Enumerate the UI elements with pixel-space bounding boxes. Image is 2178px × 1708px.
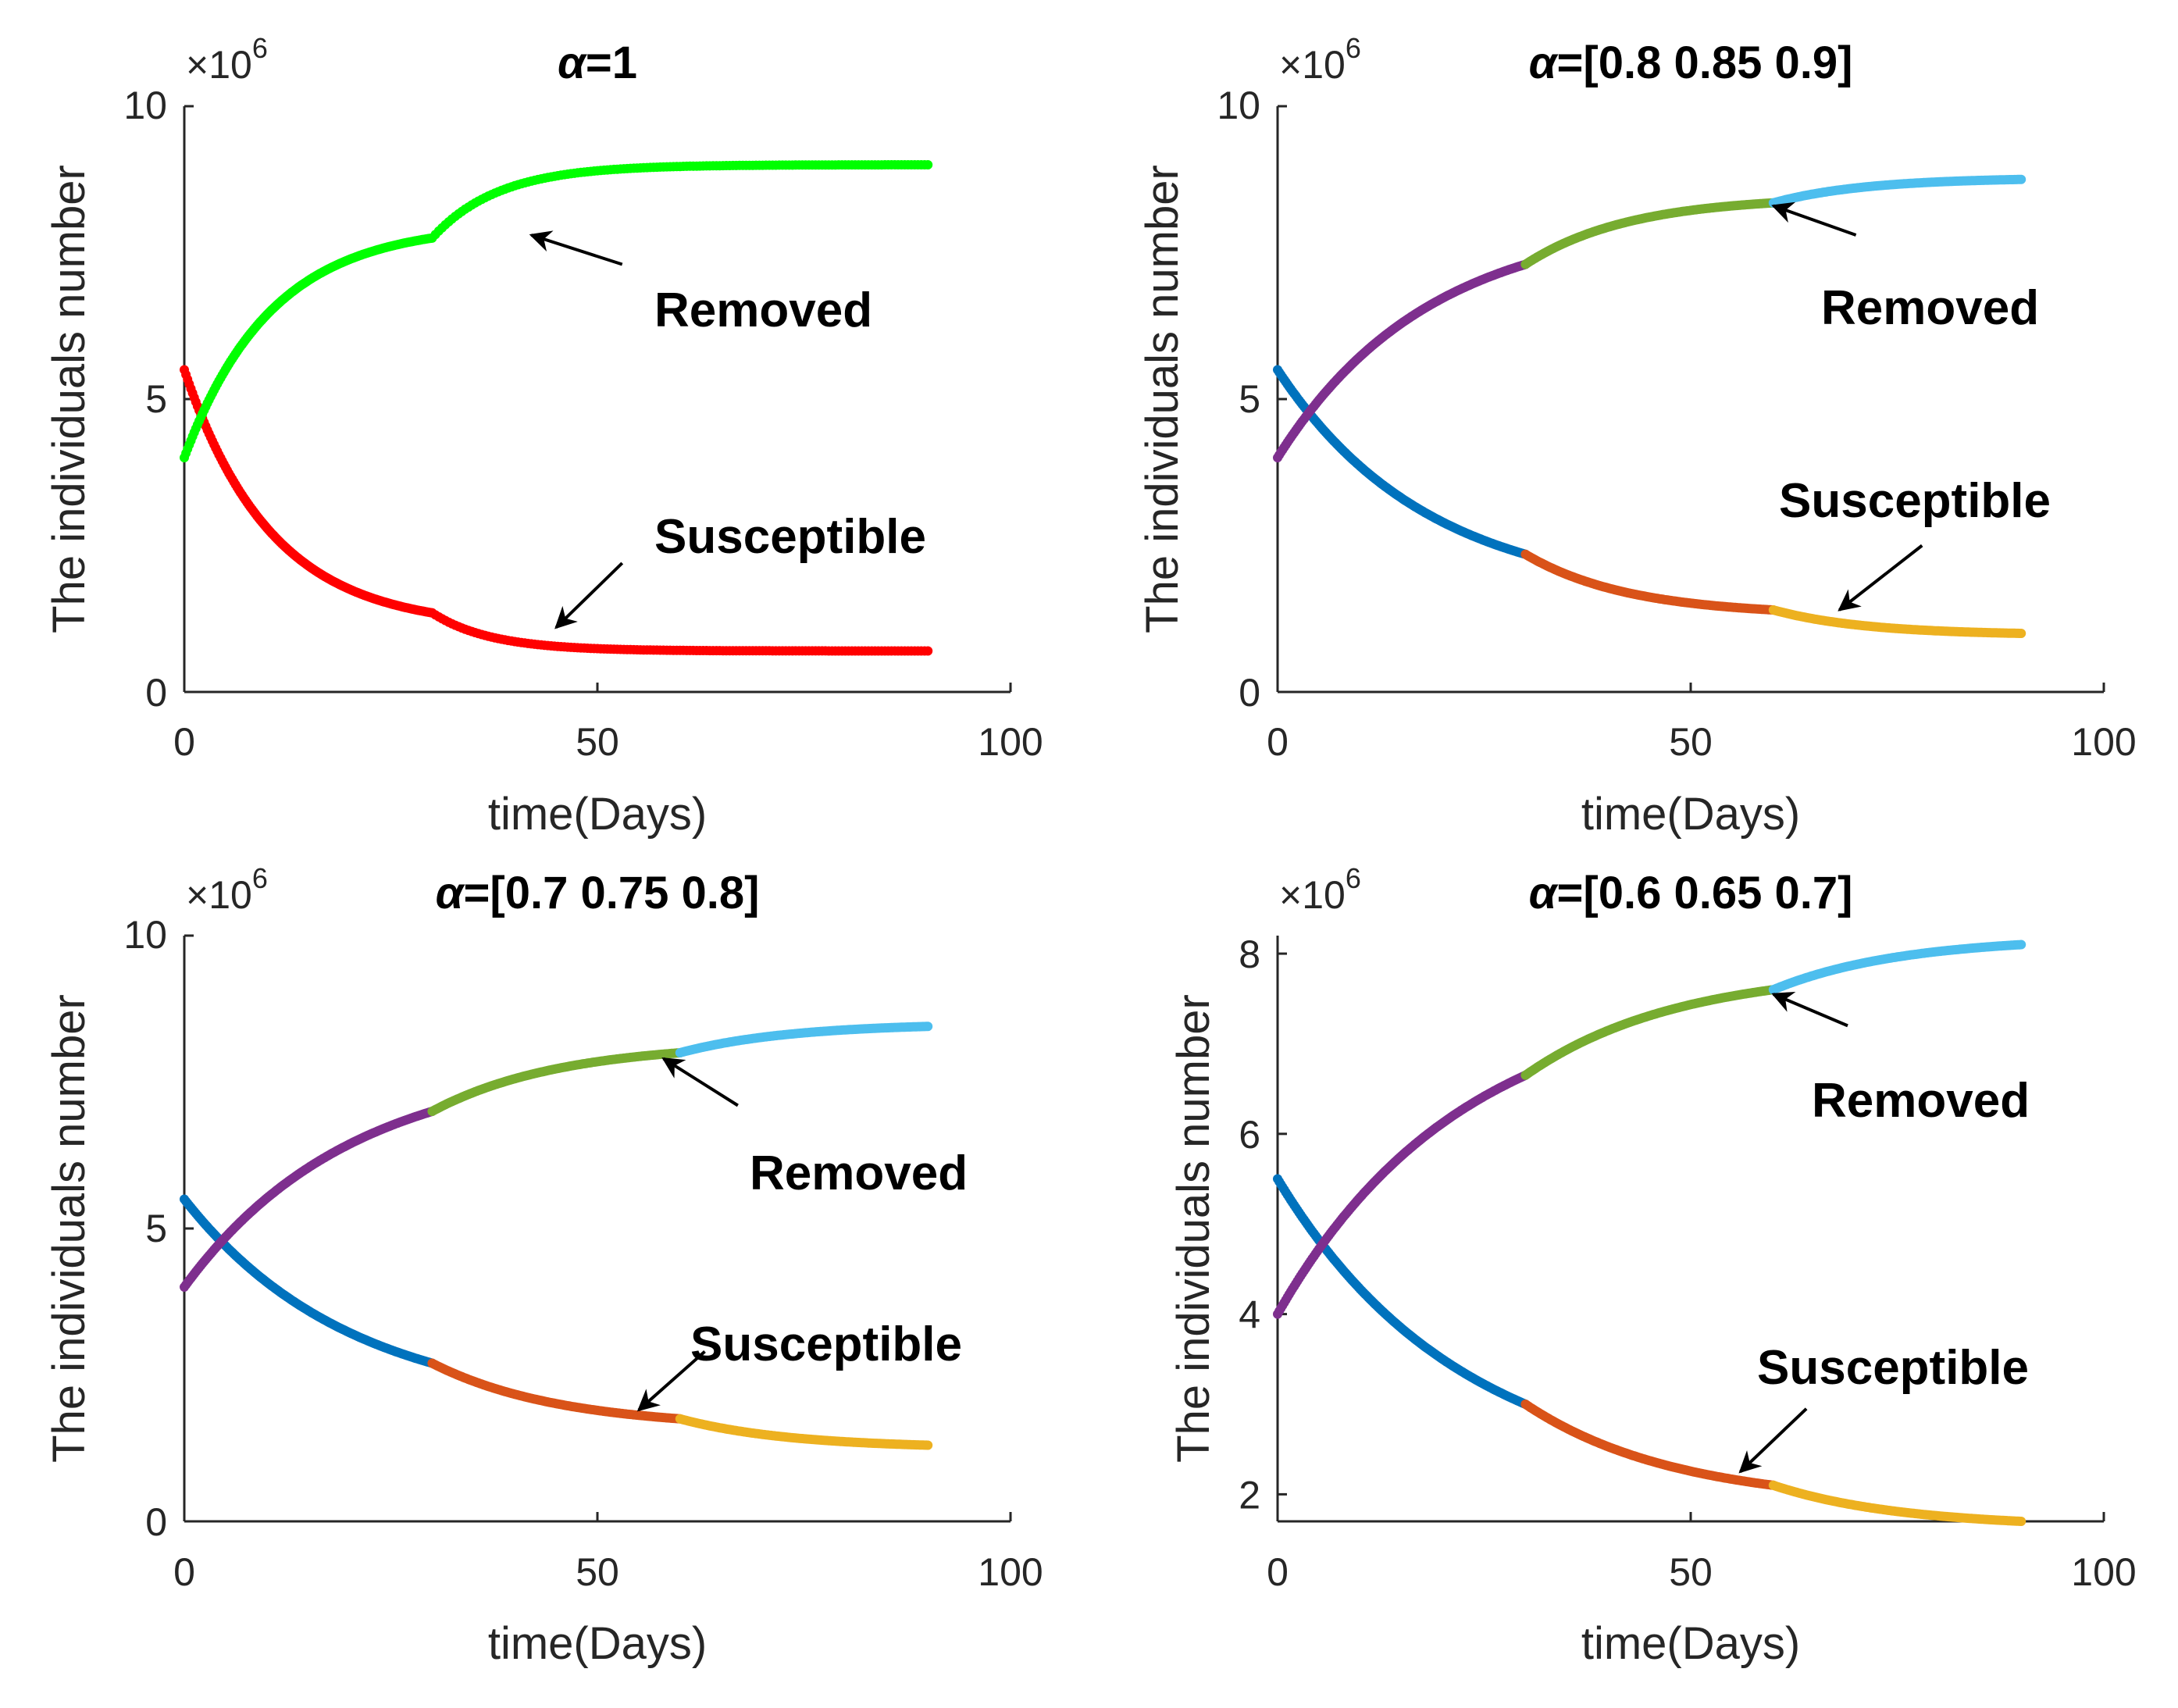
panel-2: α=[0.8 0.85 0.9] ×106 time(Days) The ind… bbox=[1137, 32, 2137, 840]
annotation-arrow-removed bbox=[1771, 991, 1848, 1028]
ytick-label-1-0: 0 bbox=[145, 671, 167, 715]
series-removed bbox=[1273, 174, 2027, 462]
xtick-label-4-0: 0 bbox=[1267, 1550, 1289, 1594]
ytick-label-3-0: 0 bbox=[145, 1500, 167, 1544]
panel-title-2: α=[0.8 0.85 0.9] bbox=[1529, 37, 1853, 88]
exponent-label-3: ×106 bbox=[186, 862, 268, 917]
series-removed bbox=[1273, 940, 2027, 1319]
exponent-base-2: ×10 bbox=[1279, 43, 1346, 87]
title-rest-1: =1 bbox=[586, 37, 637, 88]
annotation-removed-4: Removed bbox=[1812, 1074, 2030, 1128]
ylabel-4: The individuals number bbox=[1168, 994, 1219, 1463]
exponent-label-4: ×106 bbox=[1279, 862, 1361, 917]
ylabel-1: The individuals number bbox=[44, 165, 94, 633]
xtick-label-1-0: 0 bbox=[173, 720, 195, 764]
annotation-arrow-susceptible bbox=[554, 562, 624, 629]
exponent-base-1: ×10 bbox=[186, 43, 252, 87]
plot-area-2 bbox=[1273, 105, 2105, 694]
annotation-susceptible-2: Susceptible bbox=[1779, 474, 2051, 528]
ytick-label-1-2: 10 bbox=[123, 84, 167, 127]
xlabel-4: time(Days) bbox=[1581, 1618, 1800, 1669]
xtick-label-1-1: 50 bbox=[576, 720, 619, 764]
ytick-label-4-1: 4 bbox=[1239, 1293, 1260, 1337]
panel-title-3: α=[0.7 0.75 0.8] bbox=[436, 868, 760, 918]
ytick-label-3-2: 10 bbox=[123, 913, 167, 957]
ylabel-2: The individuals number bbox=[1137, 165, 1188, 633]
annotation-susceptible-4: Susceptible bbox=[1757, 1341, 2029, 1395]
data-point bbox=[923, 1440, 933, 1450]
panel-4: α=[0.6 0.65 0.7] ×106 time(Days) The ind… bbox=[1168, 862, 2137, 1669]
exponent-label-2: ×106 bbox=[1279, 32, 1361, 87]
ytick-label-2-1: 5 bbox=[1239, 377, 1260, 421]
annotation-removed-2: Removed bbox=[1821, 281, 2039, 335]
annotation-arrow-susceptible bbox=[636, 1350, 706, 1412]
xlabel-3: time(Days) bbox=[488, 1618, 707, 1669]
panel-title-1: α=1 bbox=[558, 37, 637, 88]
title-rest-2: =[0.8 0.85 0.9] bbox=[1557, 37, 1853, 88]
plot-area-4 bbox=[1273, 936, 2105, 1526]
panel-1: α=1 ×106 time(Days) The individuals numb… bbox=[44, 32, 1043, 840]
series-susceptible bbox=[1273, 1174, 2027, 1526]
title-greek-2: α bbox=[1529, 37, 1559, 88]
exponent-power-3: 6 bbox=[252, 862, 268, 894]
xtick-label-2-2: 100 bbox=[2071, 720, 2136, 764]
annotation-arrow-removed bbox=[661, 1057, 739, 1107]
title-rest-3: =[0.7 0.75 0.8] bbox=[464, 868, 760, 918]
xtick-label-2-0: 0 bbox=[1267, 720, 1289, 764]
panel-3: α=[0.7 0.75 0.8] ×106 time(Days) The ind… bbox=[44, 862, 1043, 1669]
annotation-arrow-susceptible bbox=[1838, 544, 1923, 612]
exponent-label-1: ×106 bbox=[186, 32, 268, 87]
annotation-arrow-removed bbox=[529, 230, 623, 266]
xtick-label-3-1: 50 bbox=[576, 1550, 619, 1594]
xtick-label-4-2: 100 bbox=[2071, 1550, 2136, 1594]
exponent-power-4: 6 bbox=[1346, 862, 1361, 894]
xtick-label-1-2: 100 bbox=[978, 720, 1043, 764]
xtick-label-3-0: 0 bbox=[173, 1550, 195, 1594]
ytick-label-3-1: 5 bbox=[145, 1207, 167, 1250]
ylabel-3: The individuals number bbox=[44, 994, 94, 1463]
data-point bbox=[2016, 174, 2027, 184]
exponent-base-4: ×10 bbox=[1279, 873, 1346, 917]
annotation-susceptible-3: Susceptible bbox=[690, 1318, 962, 1371]
data-point bbox=[2016, 1517, 2027, 1526]
xlabel-1: time(Days) bbox=[488, 789, 707, 840]
ytick-label-4-2: 6 bbox=[1239, 1113, 1260, 1157]
panel-title-4: α=[0.6 0.65 0.7] bbox=[1529, 868, 1853, 918]
xtick-label-3-2: 100 bbox=[978, 1550, 1043, 1594]
annotation-susceptible-1: Susceptible bbox=[654, 510, 926, 564]
ytick-label-4-3: 8 bbox=[1239, 932, 1260, 976]
title-greek-1: α bbox=[558, 37, 587, 88]
series-susceptible bbox=[180, 1194, 933, 1450]
ytick-label-4-0: 2 bbox=[1239, 1473, 1260, 1517]
xtick-label-4-1: 50 bbox=[1669, 1550, 1713, 1594]
xtick-label-2-1: 50 bbox=[1669, 720, 1713, 764]
data-point bbox=[923, 1022, 933, 1032]
xlabel-2: time(Days) bbox=[1581, 789, 1800, 840]
annotation-removed-1: Removed bbox=[654, 283, 872, 337]
exponent-power-2: 6 bbox=[1346, 32, 1361, 64]
exponent-base-3: ×10 bbox=[186, 873, 252, 917]
plot-area-1 bbox=[180, 105, 1012, 694]
data-point bbox=[2016, 940, 2027, 950]
data-point bbox=[2016, 629, 2027, 638]
annotation-arrow-susceptible bbox=[1738, 1407, 1808, 1474]
data-point bbox=[923, 646, 933, 656]
plot-area-3 bbox=[180, 934, 1012, 1523]
data-point bbox=[923, 160, 933, 169]
annotation-arrow-removed bbox=[1771, 201, 1857, 237]
series-susceptible bbox=[1273, 365, 2027, 638]
exponent-power-1: 6 bbox=[252, 32, 268, 64]
title-rest-4: =[0.6 0.65 0.7] bbox=[1557, 868, 1853, 918]
ytick-label-1-1: 5 bbox=[145, 377, 167, 421]
title-greek-3: α bbox=[436, 868, 465, 918]
ytick-label-2-0: 0 bbox=[1239, 671, 1260, 715]
series-removed bbox=[180, 160, 933, 462]
ytick-label-2-2: 10 bbox=[1217, 84, 1260, 127]
annotation-removed-3: Removed bbox=[750, 1146, 968, 1200]
title-greek-4: α bbox=[1529, 868, 1559, 918]
series-removed bbox=[180, 1022, 933, 1292]
